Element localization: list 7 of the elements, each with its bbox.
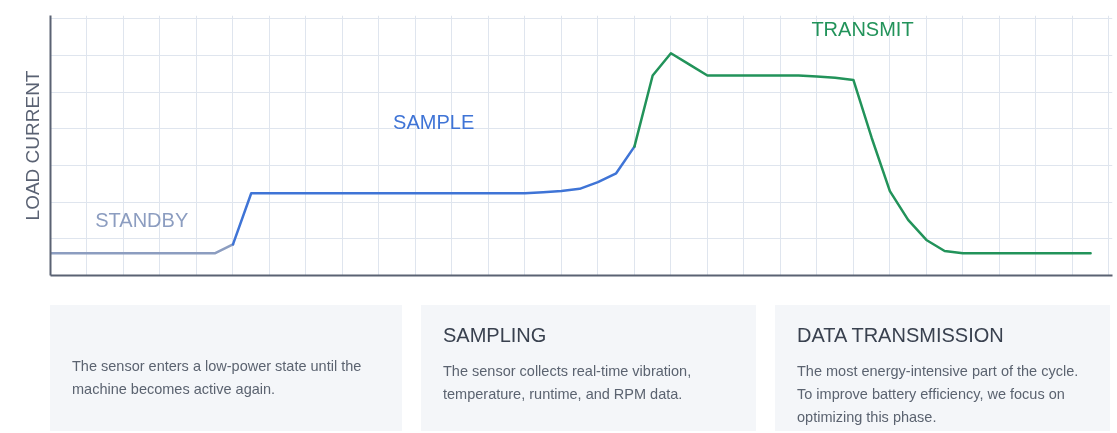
text: SAMPLING The sensor collects real-time vibration, temperature, runtime, and RPM data. [443,323,693,404]
series-label: TRANSMIT [811,17,914,40]
text: SAMPLE [393,111,475,134]
text: The sensor enters a low-power state until the machine becomes active again. [72,357,363,399]
series-label: STANDBY [95,209,189,232]
y-axis-title: LOAD CURRENT [21,70,43,221]
text: DATA TRANSMISSION The most energy-intensive part of the cycle. To improve battery efficiency, we focus on optimizing this phase. [797,323,1080,427]
